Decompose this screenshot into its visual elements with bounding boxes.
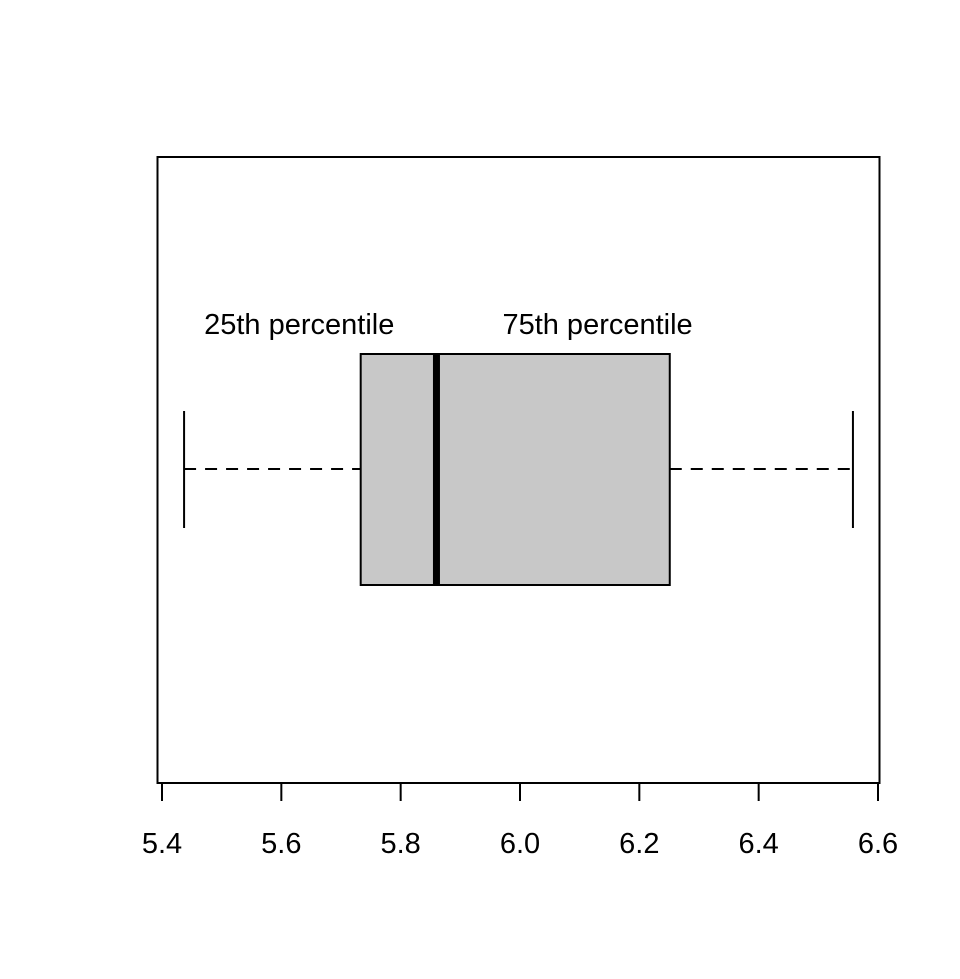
x-tick-label: 6.6 [858, 828, 898, 860]
x-tick-label: 6.0 [500, 828, 540, 860]
x-tick-label: 6.4 [739, 828, 779, 860]
annotation-75th-percentile: 75th percentile [502, 309, 692, 341]
x-tick-label: 5.8 [381, 828, 421, 860]
annotation-25th-percentile: 25th percentile [204, 309, 394, 341]
x-axis-ticks: 5.4 5.6 5.8 6.0 6.2 6.4 6.6 [142, 783, 898, 860]
x-tick-label: 5.6 [261, 828, 301, 860]
iqr-box [359, 353, 671, 586]
x-tick-label: 6.2 [619, 828, 659, 860]
x-tick-label: 5.4 [142, 828, 182, 860]
